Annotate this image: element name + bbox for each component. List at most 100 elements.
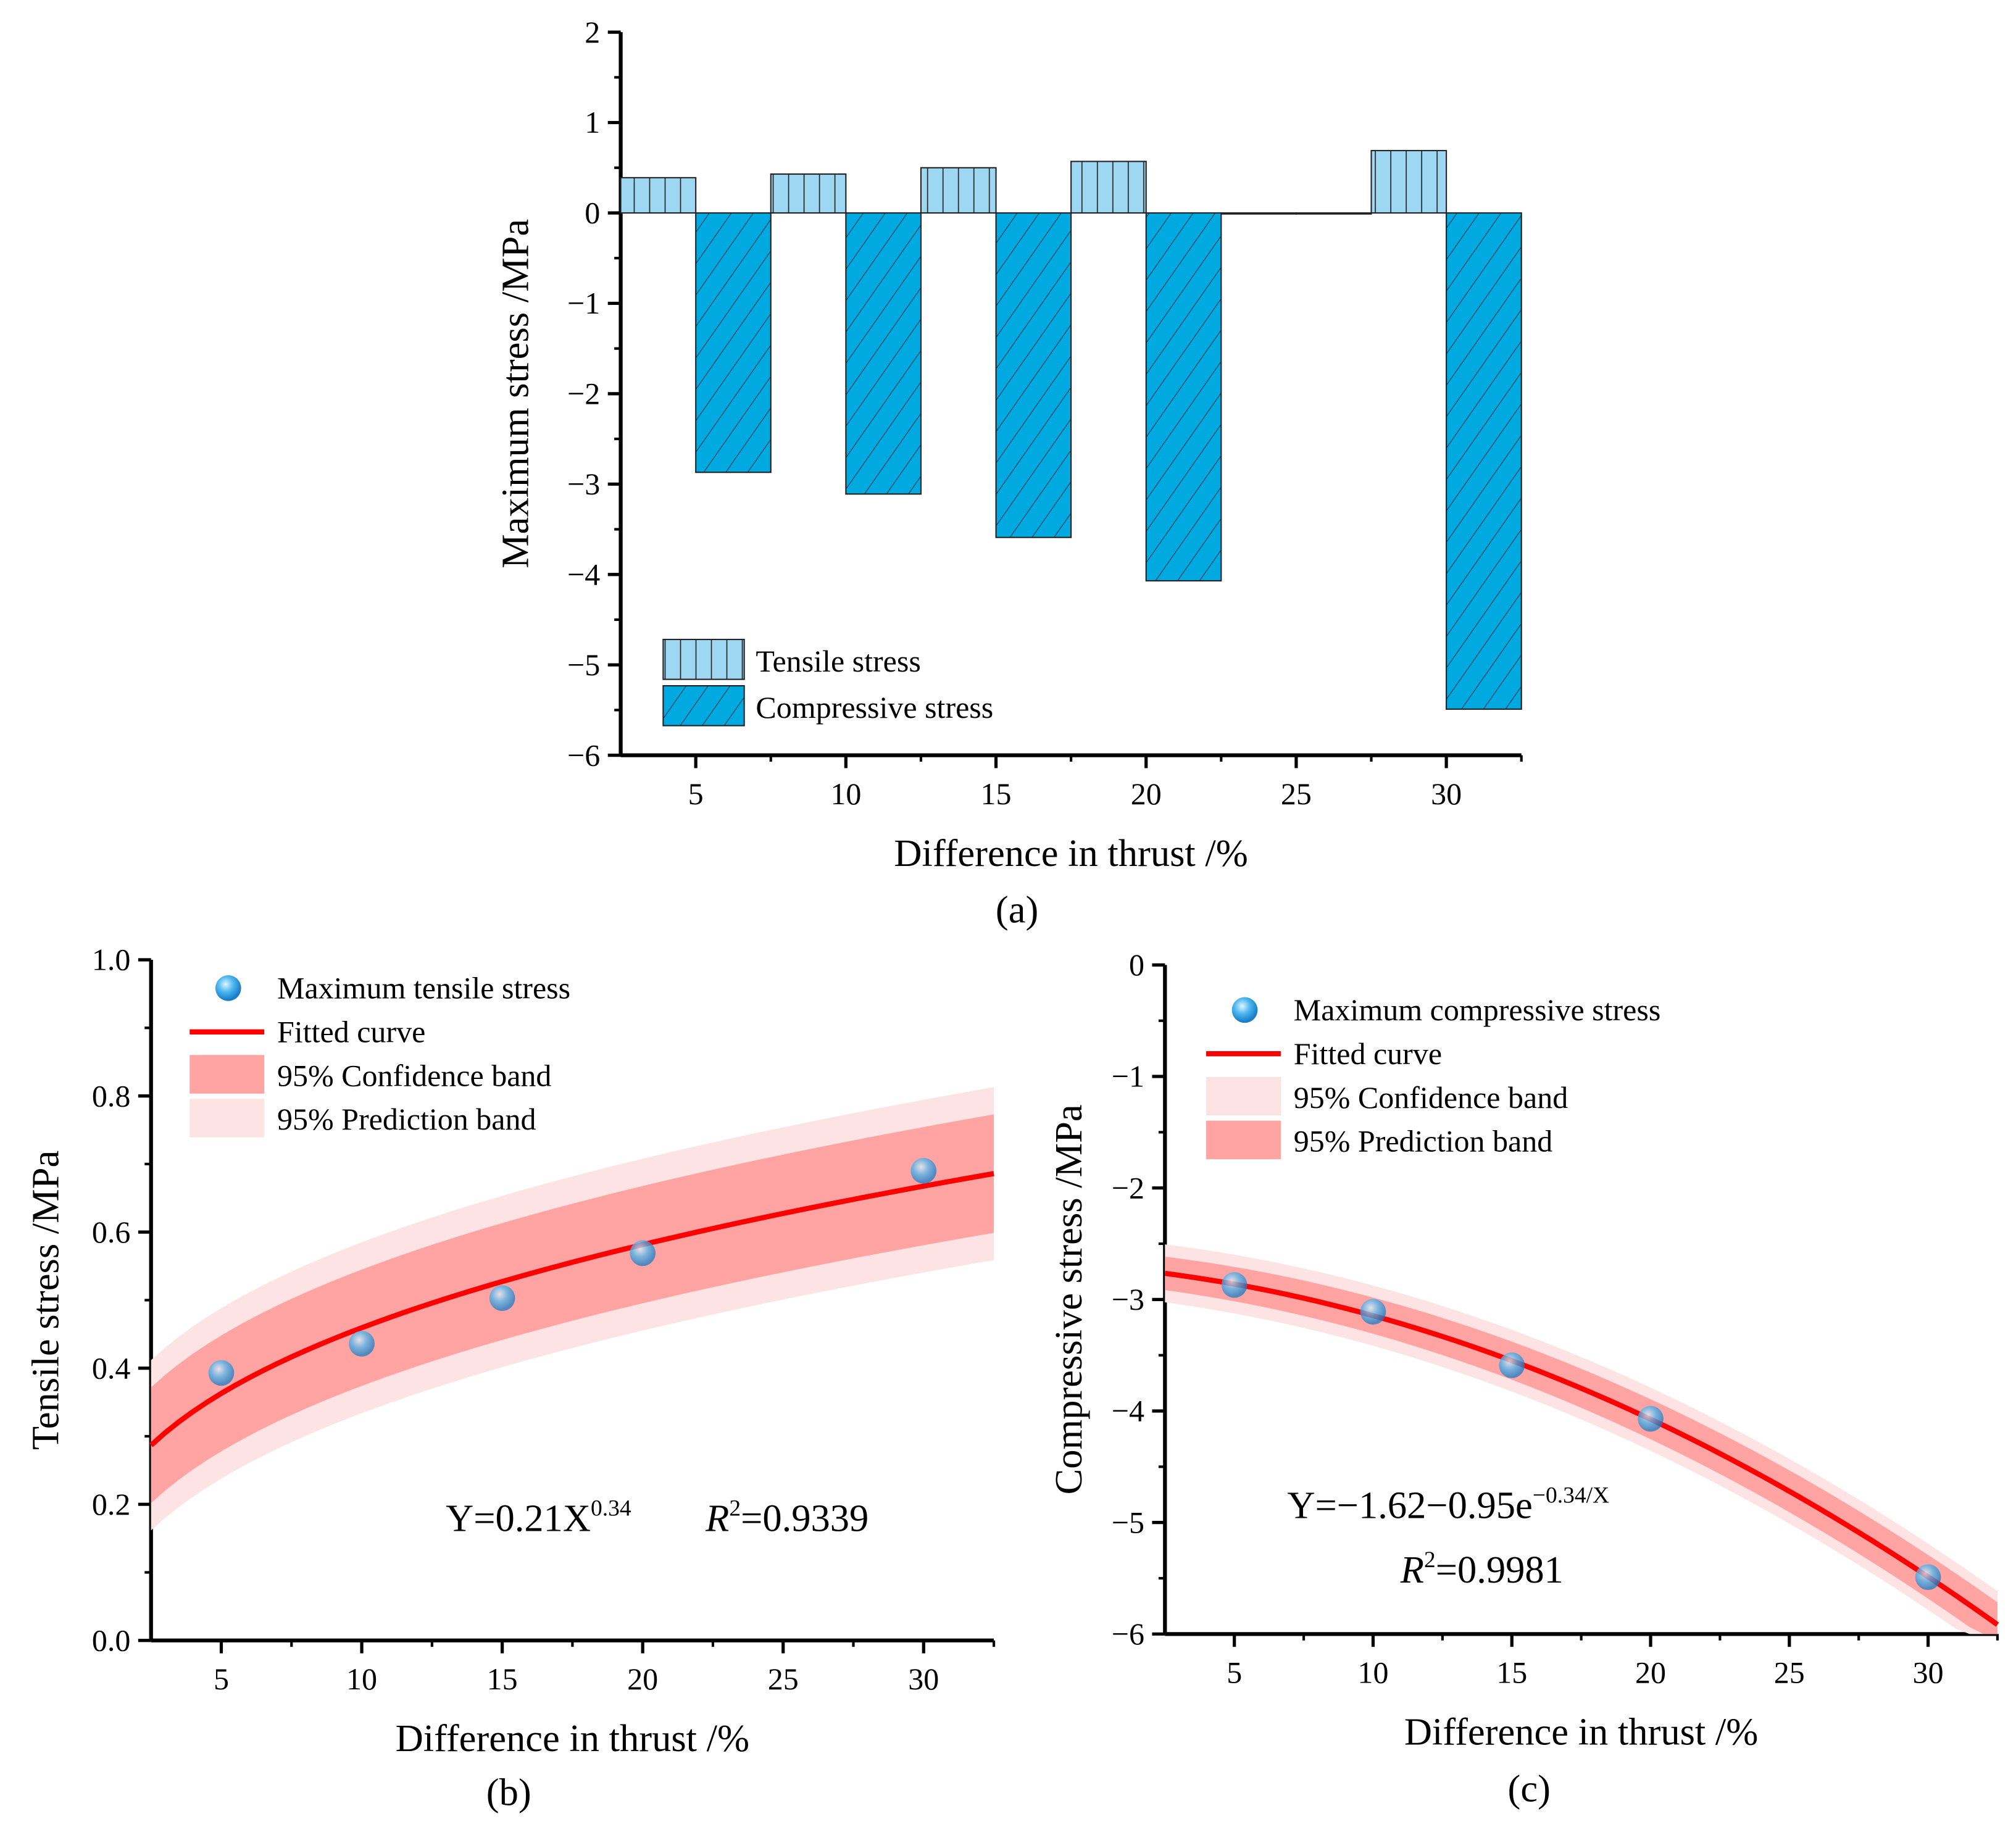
data-point <box>349 1331 375 1357</box>
legend-label-tensile: Tensile stress <box>756 644 920 678</box>
bar-tensile <box>1070 160 1147 214</box>
r-squared-symbol: R <box>705 1497 729 1540</box>
y-tick-label: −6 <box>567 738 600 772</box>
x-tick-label: 5 <box>688 776 704 811</box>
y-tick-label: −4 <box>567 557 600 591</box>
panel-label: (c) <box>1508 1767 1551 1810</box>
data-point <box>1360 1299 1386 1325</box>
r-squared: R2=0.9339 <box>705 1496 868 1540</box>
fitted-curve <box>149 1171 994 1447</box>
legend-swatch-band <box>1206 1120 1281 1160</box>
x-tick-label: 30 <box>1913 1655 1944 1690</box>
y-tick-label: −2 <box>567 377 600 411</box>
bar-tensile <box>1220 212 1297 215</box>
equation-text: Y=0.21X <box>446 1497 591 1540</box>
bar-tensile <box>920 167 997 214</box>
x-axis-label: Difference in thrust /% <box>894 831 1248 875</box>
bar-compressive <box>845 212 922 495</box>
r-squared: R2=0.9981 <box>1400 1547 1564 1591</box>
r-squared-value: =0.9339 <box>741 1497 868 1540</box>
y-tick-label: 0.6 <box>92 1215 131 1249</box>
legend-swatch-band <box>190 1099 265 1138</box>
x-tick-label: 20 <box>1635 1655 1666 1690</box>
equation-exponent: −0.34/X <box>1533 1483 1609 1509</box>
y-tick-label: −1 <box>567 286 600 320</box>
y-tick-label: 2 <box>585 15 600 49</box>
y-axis-label: Tensile stress /MPa <box>24 1151 67 1450</box>
panel-c: 5 10 15 20 25 30 0 −1 −2 −3 −4 −5 −6 Difference in th… <box>1047 947 1999 1810</box>
fitted-curve <box>1164 1270 1999 1627</box>
legend-swatch-band <box>1206 1076 1281 1116</box>
x-tick-label: 30 <box>1431 776 1462 811</box>
panel-label: (b) <box>486 1771 531 1814</box>
x-tick-label: 10 <box>830 776 861 811</box>
legend-swatch-tensile <box>662 638 745 680</box>
x-tick-label: 15 <box>981 776 1012 811</box>
legend-label-fit: Fitted curve <box>1294 1036 1442 1071</box>
x-tick-label: 25 <box>1281 776 1312 811</box>
x-tick-label: 25 <box>768 1662 799 1696</box>
data-point <box>1221 1272 1248 1298</box>
x-tick-label: 30 <box>908 1662 939 1696</box>
legend-marker-points <box>1231 997 1258 1023</box>
data-point <box>1499 1352 1525 1378</box>
x-tick-label: 10 <box>346 1662 377 1696</box>
bar-compressive <box>1295 212 1372 215</box>
x-tick-label: 5 <box>1227 1655 1242 1690</box>
r-squared-value: =0.9981 <box>1436 1548 1564 1591</box>
x-tick-label: 15 <box>1496 1655 1527 1690</box>
fit-equation: Y=0.21X0.34 <box>446 1496 631 1540</box>
y-tick-label: −4 <box>1112 1394 1144 1428</box>
x-tick-label: 5 <box>214 1662 229 1696</box>
bar-tensile <box>770 173 847 214</box>
y-tick-label: −5 <box>1112 1505 1144 1539</box>
legend-label-points: Maximum tensile stress <box>277 971 570 1005</box>
y-tick-label: 0 <box>585 196 600 230</box>
y-tick-label: −6 <box>1112 1617 1144 1651</box>
x-tick-label: 15 <box>487 1662 518 1696</box>
r-squared-symbol: R <box>1400 1548 1424 1591</box>
data-point <box>1638 1405 1664 1432</box>
legend-label-band: 95% Confidence band <box>277 1058 551 1092</box>
x-tick-label: 25 <box>1774 1655 1805 1690</box>
x-tick-label: 20 <box>627 1662 658 1696</box>
y-tick-label: 1.0 <box>92 943 131 977</box>
bar-compressive <box>695 212 772 473</box>
data-point <box>489 1285 515 1311</box>
legend-swatch-band <box>190 1055 265 1094</box>
y-tick-label: 0.4 <box>92 1350 131 1385</box>
data-point <box>630 1240 656 1267</box>
legend-label-band: 95% Prediction band <box>1294 1124 1553 1159</box>
y-tick-label: 1 <box>585 105 600 139</box>
panel-label: (a) <box>996 888 1038 931</box>
prediction-band <box>1165 1256 1997 1634</box>
confidence-band <box>1165 1244 1997 1634</box>
bar-compressive <box>1145 212 1222 582</box>
x-tick-label: 20 <box>1131 776 1162 811</box>
legend-label-compressive: Compressive stress <box>756 690 993 725</box>
y-tick-label: 0.0 <box>92 1623 131 1657</box>
data-point <box>910 1158 937 1184</box>
x-axis-label: Difference in thrust /% <box>396 1717 749 1760</box>
data-point <box>208 1360 235 1386</box>
bar-tensile <box>620 177 697 214</box>
equation-text: Y=−1.62−0.95e <box>1287 1484 1532 1527</box>
y-tick-label: −3 <box>567 467 600 501</box>
panel-b: 5 10 15 20 25 30 0.0 0.2 0.4 0.6 0.8 1.0 Difference … <box>24 943 996 1814</box>
r-squared-exponent: 2 <box>1424 1547 1436 1573</box>
x-tick-label: 10 <box>1357 1655 1388 1690</box>
data-point <box>1915 1564 1941 1591</box>
y-axis-label: Compressive stress /MPa <box>1047 1104 1090 1494</box>
bar-tensile <box>1370 149 1447 214</box>
y-tick-label: 0.2 <box>92 1487 131 1521</box>
legend-marker-points <box>215 975 241 1001</box>
y-tick-label: 0 <box>1129 947 1144 982</box>
y-tick-label: −3 <box>1112 1282 1144 1317</box>
y-tick-label: −5 <box>567 647 600 682</box>
legend-label-band: 95% Prediction band <box>277 1102 536 1136</box>
y-tick-label: −2 <box>1112 1170 1144 1205</box>
bar-compressive <box>995 212 1072 538</box>
x-axis-label: Difference in thrust /% <box>1404 1710 1758 1754</box>
